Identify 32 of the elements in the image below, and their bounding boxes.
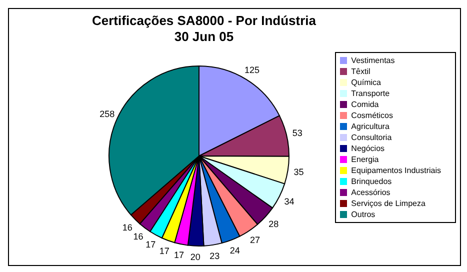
legend-label: Vestimentas (351, 56, 395, 64)
legend-label: Agricultura (351, 122, 390, 130)
data-label: 16 (133, 232, 144, 242)
legend-label: Serviços de Limpeza (351, 198, 426, 208)
legend-label: Equipamentos Industriais (351, 166, 441, 174)
legend-label: Outros (351, 210, 376, 218)
data-label: 125 (244, 65, 260, 76)
data-label: 258 (100, 108, 115, 119)
legend-label: Química (351, 78, 381, 86)
data-label: 35 (294, 167, 304, 178)
data-label: 17 (146, 240, 156, 250)
data-label: 34 (284, 196, 294, 206)
data-label: 53 (292, 128, 302, 138)
legend-label: Têxtil (351, 66, 370, 76)
legend-label: Brinquedos (351, 176, 392, 186)
chart-title: Certificações SA8000 - Por Indústria (91, 13, 317, 29)
legend-label: Energia (351, 154, 379, 164)
legend-label: Acessórios (351, 188, 390, 196)
data-label: 24 (230, 245, 240, 256)
legend-label: Consultoria (351, 132, 392, 142)
data-label: 16 (122, 222, 132, 232)
data-label: 28 (268, 219, 279, 230)
legend-label: Negócios (351, 144, 385, 152)
data-label: 17 (174, 250, 184, 260)
data-label: 27 (250, 235, 260, 246)
legend-label: Comida (351, 100, 379, 108)
data-label: 17 (159, 246, 170, 256)
legend-label: Transporte (351, 88, 390, 98)
data-label: 20 (190, 252, 200, 262)
data-label: 23 (210, 250, 220, 261)
chart-subtitle: 30 Jun 05 (173, 29, 235, 45)
legend-label: Cosméticos (351, 110, 393, 120)
